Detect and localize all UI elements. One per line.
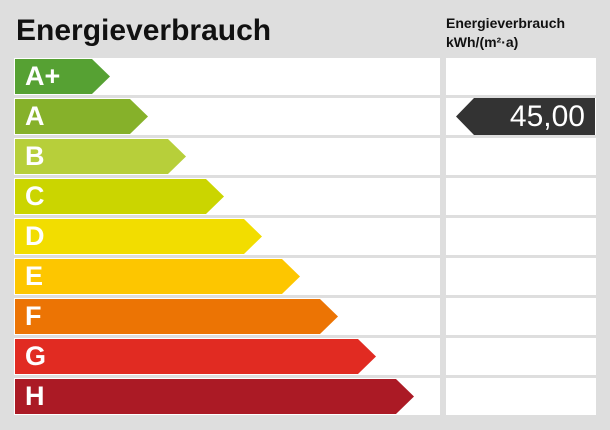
class-letter: B (25, 141, 45, 171)
value-marker-label: 45,00 (509, 100, 585, 133)
class-arrow: F (15, 299, 338, 334)
value-cell (446, 298, 596, 335)
class-letter: D (25, 221, 45, 251)
class-letter: C (25, 181, 45, 211)
class-letter: H (25, 381, 45, 411)
class-arrow: D (15, 219, 262, 254)
value-column-header: Energieverbrauch kWh/(m²·a) (446, 14, 565, 52)
class-arrow: C (15, 179, 224, 214)
class-arrow: E (15, 259, 300, 294)
class-letter: A+ (25, 61, 61, 91)
value-cell (446, 178, 596, 215)
value-cell (446, 258, 596, 295)
value-cell (446, 58, 596, 95)
class-arrow: H (15, 379, 414, 414)
value-cell (446, 338, 596, 375)
value-column-title: Energieverbrauch (446, 15, 566, 31)
value-column-unit: kWh/(m²·a) (446, 34, 519, 50)
class-arrow: G (15, 339, 376, 374)
value-cell (446, 378, 596, 415)
value-cell (446, 218, 596, 255)
class-arrow: A (15, 99, 148, 134)
class-arrow: B (15, 139, 186, 174)
class-arrow: A+ (15, 59, 110, 94)
class-letter: F (25, 301, 42, 331)
class-letter: E (25, 261, 44, 291)
value-marker: 45,00 (456, 98, 595, 135)
value-cell (446, 138, 596, 175)
class-letter: G (25, 341, 47, 371)
class-letter: A (25, 101, 45, 131)
chart-title: Energieverbrauch (16, 14, 272, 47)
